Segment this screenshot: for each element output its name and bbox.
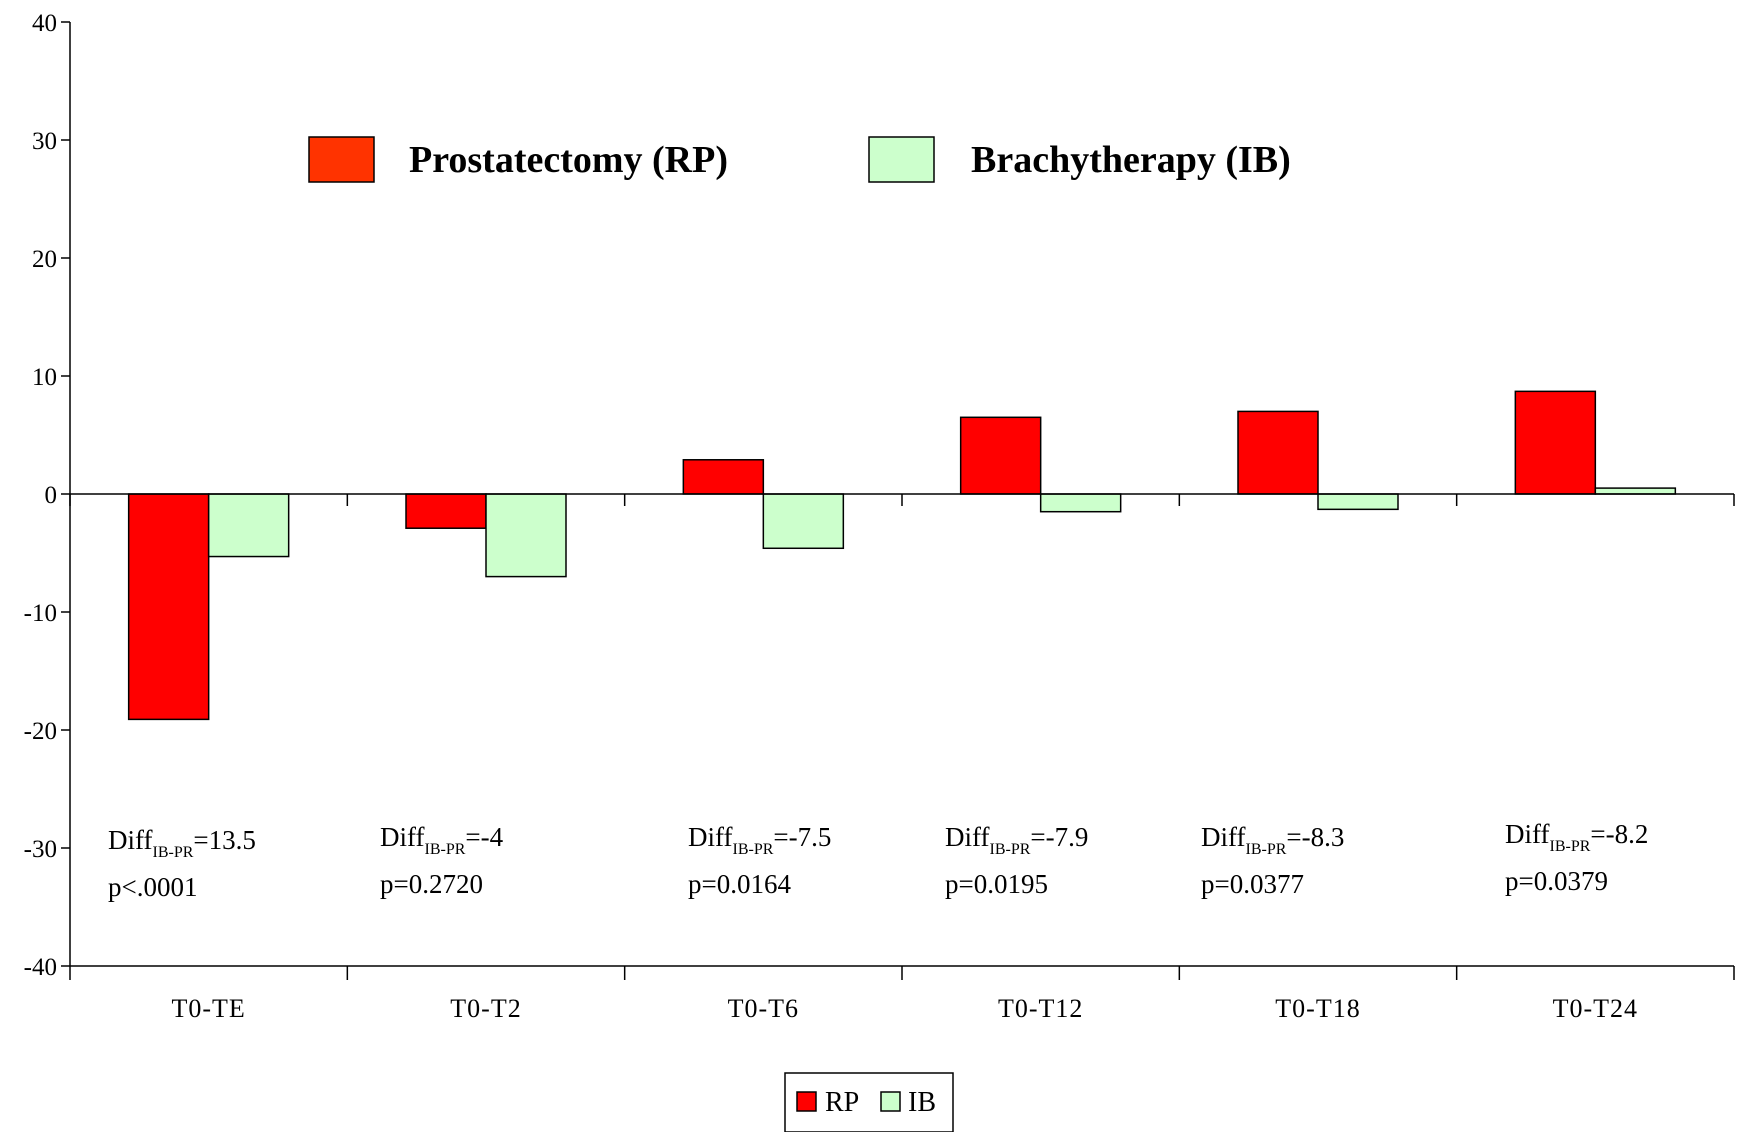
annotation-diff: DiffIB-PR=-7.5 [688,822,831,858]
y-tick-label: -10 [24,600,57,627]
annotation-diff: DiffIB-PR=-7.9 [945,822,1088,858]
annotation-p-value: p=0.0195 [945,869,1048,899]
annotation-diff-subscript: IB-PR [1246,841,1287,858]
annotation-t0-t18: DiffIB-PR=-8.3 p=0.0377 [1201,822,1344,899]
y-tick-label: -30 [24,836,57,863]
annotation-p-value: p=0.0164 [688,869,791,899]
bar-ib-t0-t2 [485,493,567,578]
annotation-t0-t6: DiffIB-PR=-7.5 p=0.0164 [688,822,831,899]
x-tick-label: T0-T2 [450,994,521,1023]
bar-rp-t0-t2 [405,493,487,529]
bar-ib-t0-t18 [1317,493,1399,511]
annotation-diff-subscript: IB-PR [1550,838,1591,855]
annotation-t0-t2: DiffIB-PR=-4 p=0.2720 [380,822,504,899]
legend-top-label-ib: Brachytherapy (IB) [971,139,1291,181]
legend-bottom: RP IB [784,1072,954,1132]
legend-bottom-swatch-rp [796,1091,817,1112]
annotation-diff-subscript: IB-PR [990,841,1031,858]
x-tick-label: T0-T18 [1275,994,1360,1023]
legend-top-label-rp: Prostatectomy (RP) [409,139,728,181]
bar-rp-t0-t6 [682,459,765,495]
legend-top-swatch-ib [868,136,935,183]
y-tick-label: 40 [32,10,57,37]
bar-rp-t0-t12 [959,416,1042,495]
annotation-t0-t12: DiffIB-PR=-7.9 p=0.0195 [945,822,1088,899]
annotation-t0-te: DiffIB-PR=13.5 p<.0001 [108,825,256,902]
annotation-p-value: p=0.0377 [1201,869,1304,899]
bar-ib-t0-t24 [1594,487,1677,495]
legend-top-swatch-rp [308,136,375,183]
bar-ib-t0-te [207,493,290,558]
annotation-p-value: p=0.0379 [1505,866,1608,896]
x-tick-label: T0-TE [172,994,246,1023]
annotation-diff-prefix: Diff [1201,822,1246,852]
bars [127,390,1677,721]
annotation-diff-value: =-7.5 [773,822,831,852]
annotation-diff-value: =-8.3 [1286,822,1344,852]
annotation-diff-prefix: Diff [945,822,990,852]
y-tick-label: -20 [24,718,57,745]
annotation-diff-value: =-4 [465,822,503,852]
legend-bottom-label-ib: IB [908,1087,936,1118]
bar-rp-t0-te [127,493,210,721]
bar-ib-t0-t12 [1039,493,1122,513]
y-tick-label: -40 [24,954,57,981]
bar-ib-t0-t6 [762,493,845,550]
y-tick-label: 30 [32,128,57,155]
annotation-diff-prefix: Diff [108,825,153,855]
annotation-diff-prefix: Diff [380,822,425,852]
annotation-diff-value: =13.5 [193,825,255,855]
annotation-diff-subscript: IB-PR [153,844,194,861]
x-tick-label: T0-T24 [1553,994,1638,1023]
legend-top: Prostatectomy (RP) Brachytherapy (IB) [308,136,1291,183]
bar-rp-t0-t18 [1237,410,1319,495]
annotation-diff: DiffIB-PR=13.5 [108,825,256,861]
annotation-diff: DiffIB-PR=-8.3 [1201,822,1344,858]
annotations: DiffIB-PR=13.5p<.0001DiffIB-PR=-4p=0.272… [108,819,1648,902]
x-tick-label: T0-T12 [998,994,1083,1023]
annotation-p-value: p=0.2720 [380,869,483,899]
legend-bottom-swatch-ib [880,1091,901,1112]
annotation-diff: DiffIB-PR=-4 [380,822,504,858]
y-tick-label: 10 [32,364,57,391]
annotation-diff: DiffIB-PR=-8.2 [1505,819,1648,855]
annotation-diff-subscript: IB-PR [425,841,466,858]
annotation-t0-t24: DiffIB-PR=-8.2 p=0.0379 [1505,819,1648,896]
x-tick-label: T0-T6 [728,994,799,1023]
bar-rp-t0-t24 [1514,390,1597,495]
y-ticks: -40 -30 -20 -10 0 10 20 30 40 [24,10,70,981]
annotation-diff-prefix: Diff [688,822,733,852]
y-tick-label: 20 [32,246,57,273]
annotation-diff-value: =-7.9 [1030,822,1088,852]
y-tick-label: 0 [45,482,58,509]
annotation-diff-prefix: Diff [1505,819,1550,849]
annotation-diff-subscript: IB-PR [733,841,774,858]
annotation-p-value: p<.0001 [108,872,197,902]
annotation-diff-value: =-8.2 [1590,819,1648,849]
x-axis: T0-TE T0-T2 T0-T6 T0-T12 T0-T18 T0-T24 [69,493,1735,1023]
legend-bottom-label-rp: RP [825,1087,859,1118]
